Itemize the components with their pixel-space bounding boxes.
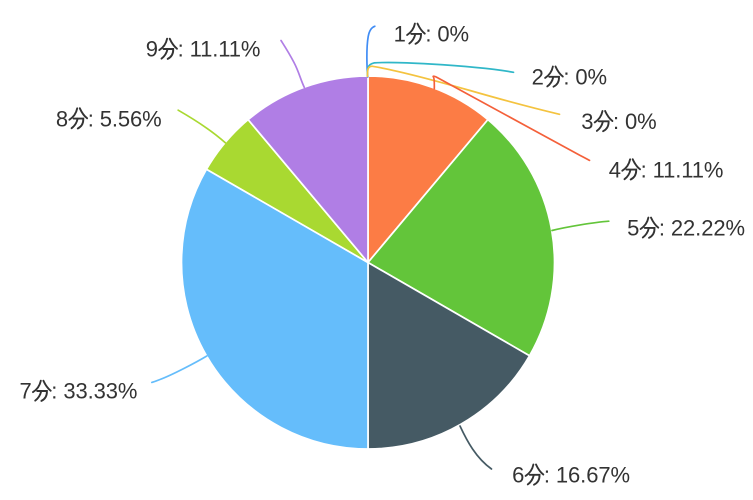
svg-text:3: 3: [581, 109, 593, 134]
svg-text:: 33.33%: : 33.33%: [51, 379, 137, 404]
svg-text:: 22.22%: : 22.22%: [659, 216, 745, 241]
svg-text:: 5.56%: : 5.56%: [88, 106, 162, 131]
svg-text:2: 2: [532, 65, 544, 90]
svg-text:8: 8: [56, 106, 68, 131]
svg-text:: 11.11%: : 11.11%: [641, 157, 724, 182]
svg-text:: 0%: : 0%: [425, 22, 469, 47]
svg-text:7: 7: [20, 379, 32, 404]
svg-text:: 0%: : 0%: [613, 109, 657, 134]
svg-text:6: 6: [512, 463, 524, 488]
svg-text:: 16.67%: : 16.67%: [544, 463, 630, 488]
svg-text:4: 4: [609, 157, 621, 182]
svg-text:: 11.11%: : 11.11%: [178, 37, 261, 62]
svg-text:: 0%: : 0%: [563, 65, 607, 90]
svg-text:1: 1: [394, 22, 406, 47]
svg-text:5: 5: [627, 216, 639, 241]
svg-text:9: 9: [146, 37, 158, 62]
